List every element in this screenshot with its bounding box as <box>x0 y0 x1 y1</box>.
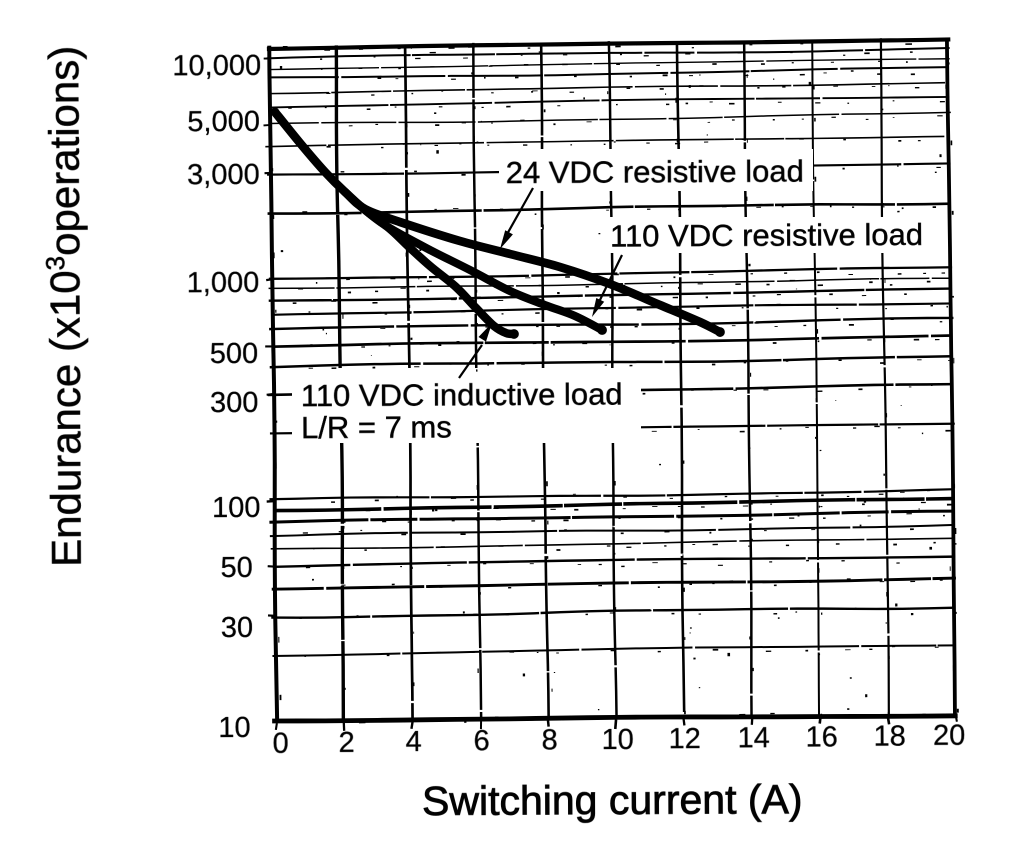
svg-text:6: 6 <box>474 725 490 757</box>
svg-text:8: 8 <box>542 724 558 756</box>
svg-text:0: 0 <box>273 728 289 760</box>
svg-text:110 VDC inductive load: 110 VDC inductive load <box>301 376 623 413</box>
svg-text:14: 14 <box>737 722 769 754</box>
svg-text:3,000: 3,000 <box>187 159 260 191</box>
svg-text:Endurance (x103operations): Endurance (x103operations) <box>39 46 90 567</box>
svg-text:50: 50 <box>220 552 252 584</box>
svg-text:30: 30 <box>221 612 253 644</box>
svg-text:Switching current (A): Switching current (A) <box>422 776 803 824</box>
svg-text:300: 300 <box>210 387 259 419</box>
svg-text:10: 10 <box>601 724 633 756</box>
svg-text:L/R = 7 ms: L/R = 7 ms <box>301 409 452 445</box>
svg-text:12: 12 <box>668 723 700 755</box>
svg-text:4: 4 <box>406 726 422 758</box>
svg-text:500: 500 <box>210 338 259 370</box>
svg-text:16: 16 <box>805 721 837 753</box>
svg-text:20: 20 <box>933 720 965 752</box>
svg-text:2: 2 <box>339 727 355 759</box>
svg-text:18: 18 <box>873 720 905 752</box>
svg-text:24 VDC resistive load: 24 VDC resistive load <box>506 153 804 190</box>
svg-text:5,000: 5,000 <box>187 106 260 138</box>
svg-text:1,000: 1,000 <box>187 267 260 299</box>
svg-text:110 VDC resistive load: 110 VDC resistive load <box>610 217 923 254</box>
svg-text:10: 10 <box>218 712 250 744</box>
svg-text:100: 100 <box>212 492 261 524</box>
svg-text:10,000: 10,000 <box>172 50 261 82</box>
